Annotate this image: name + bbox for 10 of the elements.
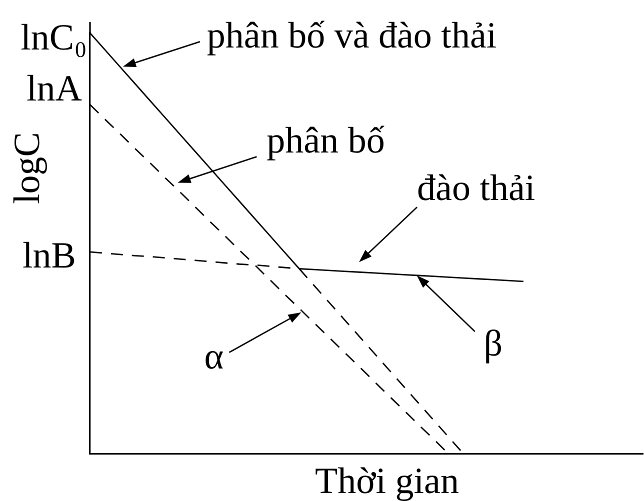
text: lnB	[22, 236, 76, 277]
series-label: đào thải	[417, 168, 536, 210]
annotation: α	[204, 336, 224, 378]
text: lnA	[26, 68, 82, 110]
annotation: phân bố	[266, 120, 385, 162]
legend-label: phân bố và đào thải	[206, 16, 497, 57]
text: lnC₀	[20, 18, 87, 59]
x-axis-title: Thời gian	[315, 461, 459, 501]
y-axis-title: logC	[7, 132, 48, 204]
annotation: β	[484, 323, 503, 364]
